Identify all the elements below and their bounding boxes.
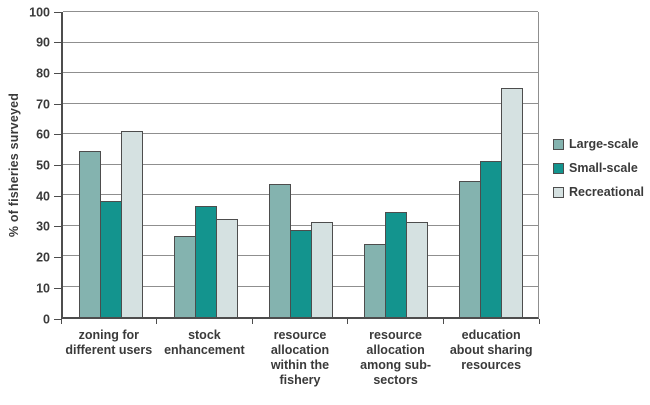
bar-group-resource-allocation-among-sub- (348, 12, 443, 317)
y-tick-mark-100 (54, 11, 61, 13)
bar-large-scale-2 (173, 236, 196, 317)
x-category-label-5: education about sharing resources (449, 328, 533, 372)
bar-group-education-about-sharing-resour (443, 12, 538, 317)
y-tick-label-30: 30 (36, 219, 50, 234)
y-tick-mark-80 (54, 72, 61, 74)
bar-large-scale-3 (268, 184, 291, 317)
y-tick-label-20: 20 (36, 250, 50, 265)
bar-small-scale-2 (194, 205, 217, 317)
bar-recreational-5 (500, 88, 523, 317)
bar-recreational-1 (120, 130, 143, 317)
gridline-100 (63, 11, 538, 12)
gridline-80 (63, 72, 538, 73)
legend-swatch-recreational (553, 186, 564, 198)
y-tick-mark-0 (54, 318, 61, 320)
bar-recreational-2 (215, 219, 238, 317)
y-tick-mark-40 (54, 195, 61, 197)
x-axis-tick-2 (251, 319, 253, 324)
y-tick-mark-20 (54, 257, 61, 259)
bar-recreational-3 (310, 222, 333, 317)
x-axis-tick-marks (60, 319, 540, 325)
y-tick-label-80: 80 (36, 66, 50, 81)
y-tick-label-50: 50 (36, 158, 50, 173)
y-tick-mark-90 (54, 42, 61, 44)
bar-recreational-4 (405, 222, 428, 317)
x-axis-tick-4 (442, 319, 444, 324)
bar-small-scale-5 (479, 161, 502, 317)
legend-label-large-scale: Large-scale (569, 137, 639, 151)
x-axis-tick-5 (538, 319, 540, 324)
y-tick-label-40: 40 (36, 188, 50, 203)
x-axis-tick-0 (60, 319, 62, 324)
legend-item-small-scale: Small-scale (553, 161, 644, 175)
y-tick-mark-70 (54, 103, 61, 105)
bar-small-scale-4 (384, 211, 407, 317)
x-axis-category-labels: zoning for different users stock enhancemen… (61, 328, 539, 388)
x-category-label-1: zoning for different users (65, 328, 153, 357)
gridline-40 (63, 194, 538, 195)
x-axis-tick-3 (347, 319, 349, 324)
x-category-label-4: resource allocation among sub-sectors (360, 328, 431, 387)
y-tick-label-60: 60 (36, 127, 50, 142)
gridline-60 (63, 133, 538, 134)
legend-label-recreational: Recreational (569, 185, 645, 199)
legend-swatch-large-scale (553, 138, 564, 150)
bar-group-stock-enhancement (158, 12, 253, 317)
bar-group-zoning-for-different-users (63, 12, 158, 317)
legend-swatch-small-scale (553, 162, 564, 174)
y-tick-mark-10 (54, 287, 61, 289)
bars-layer (63, 12, 538, 317)
bar-large-scale-4 (363, 243, 386, 317)
gridline-50 (63, 163, 538, 165)
x-category-label-2: stock enhancement (164, 328, 245, 357)
bar-large-scale-1 (78, 150, 101, 317)
y-tick-label-100: 100 (29, 4, 50, 19)
y-tick-label-0: 0 (43, 311, 50, 326)
y-tick-mark-30 (54, 226, 61, 228)
gridline-70 (63, 102, 538, 104)
bar-small-scale-3 (289, 230, 312, 317)
plot-area (61, 11, 539, 319)
bar-small-scale-1 (99, 201, 122, 317)
y-tick-mark-50 (54, 165, 61, 166)
legend-item-large-scale: Large-scale (553, 137, 644, 151)
y-tick-label-90: 90 (36, 35, 50, 50)
x-axis-tick-1 (156, 319, 158, 324)
legend-label-small-scale: Small-scale (569, 161, 638, 175)
gridline-30 (63, 224, 538, 226)
gridline-90 (63, 41, 538, 43)
y-tick-label-10: 10 (36, 281, 50, 296)
x-category-label-3: resource allocation within the fishery (270, 328, 330, 387)
legend-item-recreational: Recreational (553, 185, 644, 199)
y-tick-mark-60 (54, 134, 61, 136)
bar-large-scale-5 (458, 181, 481, 317)
y-axis-tick-labels: 0 10 20 30 40 50 60 70 80 90 100 (0, 6, 50, 325)
y-axis-tick-marks (54, 11, 61, 320)
y-tick-label-70: 70 (36, 96, 50, 111)
bar-group-resource-allocation-within-the (253, 12, 348, 317)
legend: Large-scale Small-scale Recreational (553, 137, 644, 209)
